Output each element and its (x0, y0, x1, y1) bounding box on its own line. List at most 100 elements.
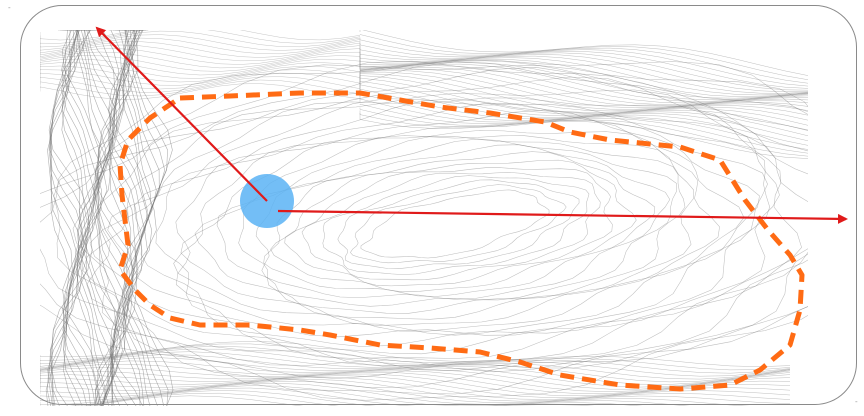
contour-line (40, 378, 791, 402)
contour-line (284, 167, 613, 287)
contour-line (40, 58, 361, 76)
contour-line (40, 64, 808, 395)
contour-line (359, 43, 808, 89)
contour-line (194, 135, 694, 320)
contour-line (40, 375, 791, 398)
contour-line (108, 30, 148, 406)
contour-line (108, 30, 153, 406)
contour-lines (40, 30, 808, 406)
contour-line (122, 30, 148, 406)
contour-line (122, 30, 157, 406)
contour-line (40, 381, 791, 404)
direction-arrow-east (277, 209, 848, 224)
contour-line (86, 76, 808, 371)
contour-line (359, 54, 808, 96)
contour-line (359, 73, 808, 112)
contour-line (359, 62, 808, 101)
contour-line (359, 98, 808, 146)
contour-line (86, 395, 304, 406)
contour-line (107, 98, 780, 355)
contour-line (40, 30, 361, 48)
contour-line (270, 159, 637, 293)
contour-line (40, 383, 750, 406)
contour-line (82, 89, 808, 367)
contour-line (46, 30, 73, 406)
contour-line (359, 103, 808, 150)
contour-line (40, 37, 361, 55)
contour-line (40, 69, 361, 86)
contour-line (337, 179, 580, 269)
contour-line (40, 65, 361, 83)
contour-line (45, 30, 70, 406)
contour-line (40, 354, 791, 383)
contour-line (40, 351, 791, 380)
contour-line (359, 93, 808, 142)
contour-line (75, 30, 107, 406)
direction-arrow-northwest (95, 26, 268, 202)
contour-line (40, 83, 361, 100)
contour-line (94, 30, 135, 406)
contour-line (359, 60, 808, 99)
contour-line (359, 48, 808, 93)
contour-line (47, 30, 77, 406)
contour-line (359, 88, 808, 137)
contour-line (40, 34, 361, 51)
contour-line (40, 30, 361, 41)
contour-line (62, 30, 102, 406)
contour-line (122, 30, 166, 406)
contour-line (108, 30, 157, 406)
contour-line (40, 72, 361, 90)
contour-line (40, 387, 643, 406)
corner-mark-bottom-right: - (855, 397, 858, 406)
contour-line (133, 98, 770, 347)
contour-line (359, 110, 808, 157)
contour-line (175, 109, 760, 336)
contour-line (109, 30, 136, 406)
contour-line (94, 30, 131, 406)
contour-line (40, 51, 361, 69)
contour-line (359, 80, 808, 126)
contour-line (322, 175, 590, 275)
contour-line (72, 67, 808, 373)
contour-line (359, 68, 808, 107)
contour-line (81, 392, 524, 406)
contour-line (359, 34, 808, 81)
contour-line (360, 189, 550, 259)
contour-line (89, 97, 802, 359)
contour-line (359, 75, 808, 116)
contour-line (40, 385, 690, 406)
contour-line (40, 48, 361, 65)
site-boundary-dashed (117, 90, 805, 392)
contour-line (180, 130, 720, 326)
corner-mark-top-left: - (8, 3, 11, 12)
contour-line (40, 41, 361, 58)
contour-line (40, 60, 808, 389)
contour-line (359, 77, 808, 121)
contour-line (359, 30, 808, 76)
contour-line (40, 348, 791, 377)
contour-line (48, 30, 93, 406)
contour-line (40, 341, 791, 367)
contour-line (61, 30, 112, 406)
contour-line (40, 55, 361, 72)
contour-line (263, 151, 656, 297)
contour-line (359, 51, 808, 94)
contour-line (359, 40, 808, 87)
contour-line (75, 30, 102, 406)
contour-line (40, 62, 361, 79)
contour-line (359, 107, 808, 154)
contour-line (359, 71, 808, 110)
contour-line (359, 37, 808, 84)
contour-line (40, 60, 808, 401)
contour-line (76, 30, 115, 406)
contour-line (350, 184, 567, 264)
contour-line (61, 30, 108, 406)
contour-line (359, 63, 808, 102)
contour-line (359, 65, 808, 104)
contour-line (40, 377, 791, 400)
contour-line (255, 144, 671, 300)
contour-line (78, 30, 126, 406)
contour-line (48, 30, 81, 406)
